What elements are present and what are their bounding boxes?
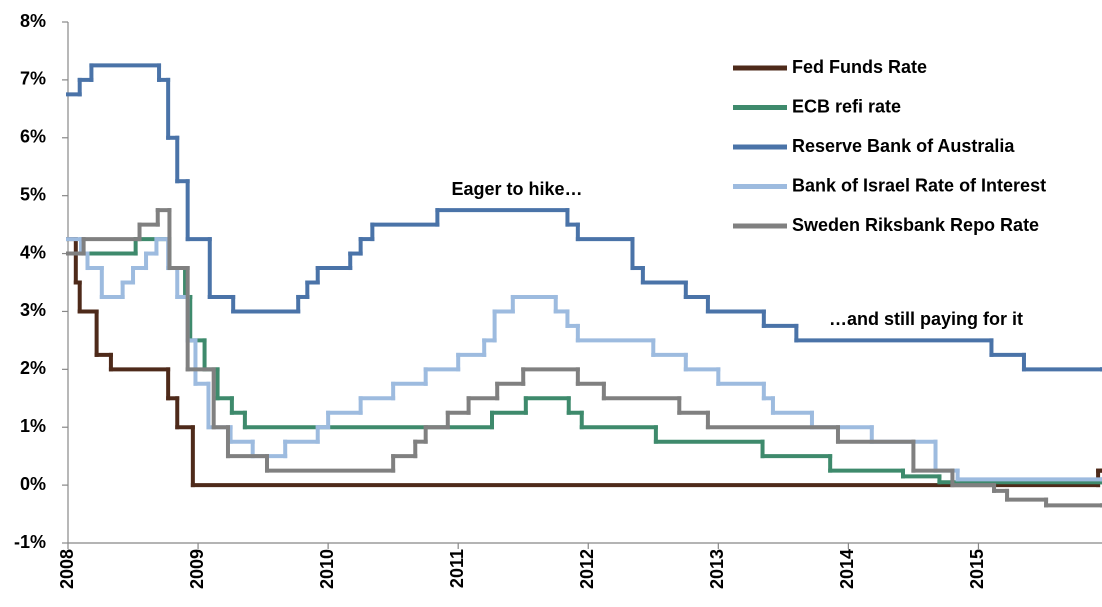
x-tick-label: 2012 (577, 549, 597, 589)
y-tick-label: 1% (20, 416, 46, 436)
y-tick-label: 0% (20, 474, 46, 494)
legend-label: Fed Funds Rate (792, 57, 927, 77)
annotation: …and still paying for it (829, 309, 1023, 329)
x-tick-label: 2010 (317, 549, 337, 589)
y-tick-label: 6% (20, 127, 46, 147)
x-tick-label: 2011 (447, 549, 467, 588)
y-tick-label: 8% (20, 11, 46, 31)
y-tick-label: -1% (14, 532, 46, 552)
legend-label: ECB refi rate (792, 96, 901, 116)
y-tick-label: 5% (20, 184, 46, 204)
x-tick-label: 2015 (967, 549, 987, 589)
annotation: Eager to hike… (451, 179, 582, 199)
y-tick-label: 7% (20, 69, 46, 89)
x-tick-label: 2008 (57, 549, 77, 589)
x-tick-label: 2014 (837, 549, 857, 589)
y-tick-label: 2% (20, 358, 46, 378)
y-tick-label: 3% (20, 300, 46, 320)
y-tick-label: 4% (20, 242, 46, 262)
legend-label: Reserve Bank of Australia (792, 136, 1015, 156)
x-tick-label: 2009 (187, 549, 207, 589)
legend-label: Sweden Riksbank Repo Rate (792, 215, 1039, 235)
x-tick-label: 2013 (707, 549, 727, 589)
legend-label: Bank of Israel Rate of Interest (792, 175, 1046, 195)
